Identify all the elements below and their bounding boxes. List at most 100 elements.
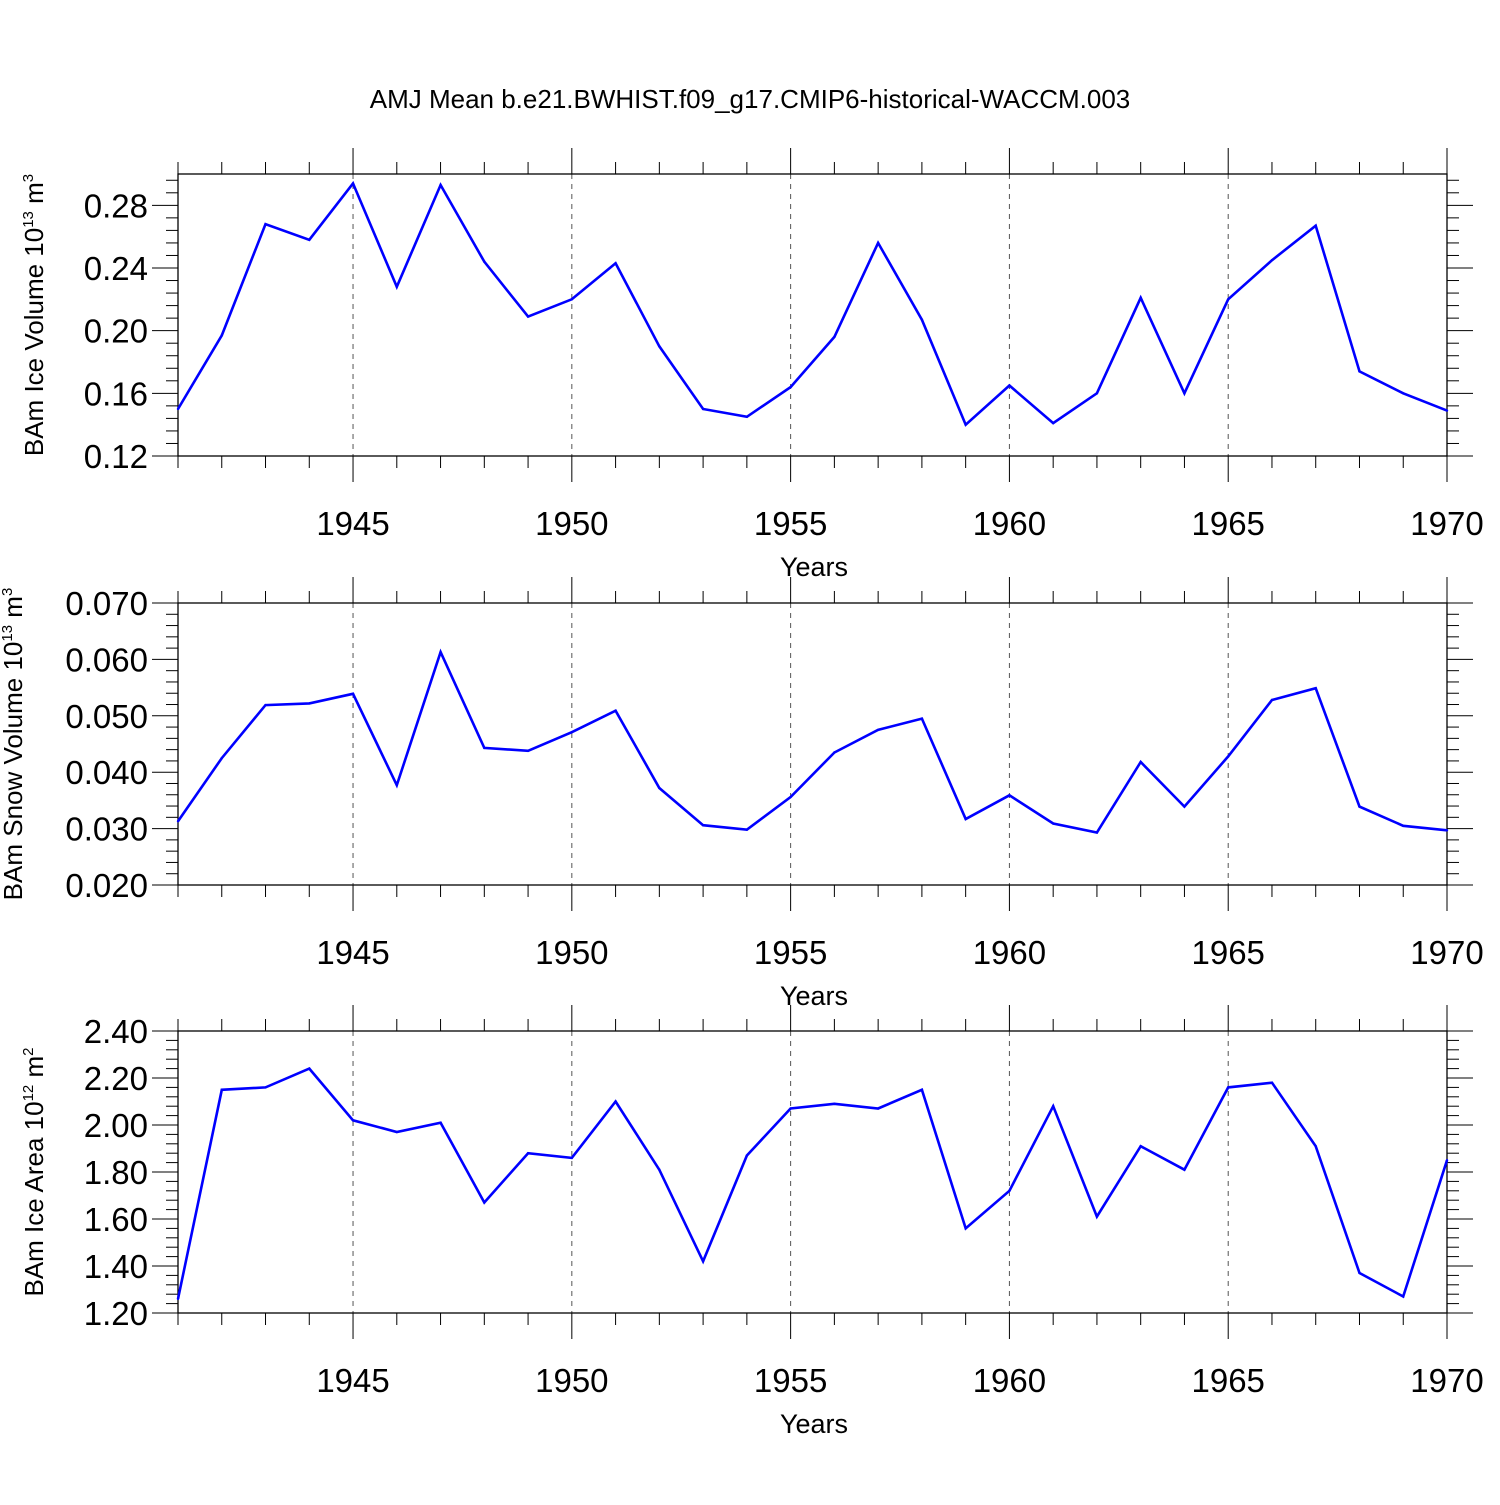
data-point xyxy=(176,1297,180,1301)
data-point xyxy=(264,1086,267,1089)
y-axis-label: BAm Ice Volume 1013 m3 xyxy=(19,174,49,456)
y-tick-label: 0.16 xyxy=(84,375,148,412)
y-tick-label: 0.050 xyxy=(65,698,148,735)
data-point xyxy=(701,824,705,827)
y-tick-label: 1.80 xyxy=(84,1154,148,1191)
data-point xyxy=(789,1107,792,1110)
y-tick-label: 1.20 xyxy=(84,1295,148,1332)
data-point xyxy=(701,1260,705,1263)
x-tick-label: 1960 xyxy=(973,1362,1046,1399)
data-point xyxy=(1270,1081,1274,1084)
data-point xyxy=(176,820,180,823)
data-point xyxy=(308,1067,311,1070)
data-series-line xyxy=(176,180,1448,427)
data-point xyxy=(1008,794,1011,797)
data-point xyxy=(920,1088,924,1091)
x-tick-label: 1955 xyxy=(754,934,827,971)
x-tick-label: 1960 xyxy=(973,505,1046,542)
x-tick-label: 1950 xyxy=(535,505,608,542)
data-point xyxy=(833,335,836,339)
y-tick-label: 2.20 xyxy=(84,1060,148,1097)
data-point xyxy=(351,692,355,696)
data-point xyxy=(964,817,967,821)
data-point xyxy=(1183,1168,1186,1171)
data-point xyxy=(1270,258,1274,262)
x-axis-label: Years xyxy=(780,981,848,1011)
data-point xyxy=(1008,1189,1011,1193)
data-point xyxy=(1227,755,1230,758)
data-point xyxy=(483,746,486,750)
x-tick-label: 1970 xyxy=(1410,505,1483,542)
data-point xyxy=(920,717,924,720)
data-point xyxy=(308,238,311,241)
data-point xyxy=(1445,1159,1449,1162)
data-point xyxy=(395,285,398,288)
data-point xyxy=(483,1201,486,1204)
data-point xyxy=(1008,384,1011,387)
chart-panel-1: 0.12 0.16 0.20 0.24 0.28 1945 1950 1955 1960 1965… xyxy=(19,148,1484,582)
data-point xyxy=(876,241,880,245)
data-point xyxy=(876,728,880,732)
x-tick-label: 1970 xyxy=(1410,934,1483,971)
y-tick-label: 1.40 xyxy=(84,1248,148,1285)
data-point xyxy=(526,749,530,752)
data-point xyxy=(614,709,617,712)
y-tick-label: 0.24 xyxy=(84,250,148,287)
y-tick-label: 0.040 xyxy=(65,754,148,791)
data-point xyxy=(658,1168,661,1171)
data-point xyxy=(220,334,223,337)
y-tick-label: 2.40 xyxy=(84,1013,148,1050)
data-point xyxy=(1227,298,1230,301)
y-tick-label: 0.060 xyxy=(65,641,148,678)
x-tick-label: 1965 xyxy=(1191,934,1264,971)
data-point xyxy=(745,828,749,831)
data-point xyxy=(1314,224,1317,227)
data-point xyxy=(220,1088,223,1091)
data-point xyxy=(308,702,311,705)
data-point xyxy=(1402,1295,1405,1298)
data-point xyxy=(395,1130,398,1134)
data-point xyxy=(264,703,267,707)
data-point xyxy=(1139,296,1142,299)
data-point xyxy=(614,1100,617,1103)
y-tick-label: 0.020 xyxy=(65,867,148,904)
data-point xyxy=(789,795,792,799)
chart-panel-3: 1.20 1.40 1.60 1.80 2.00 2.20 2.40 1945 1950 1955… xyxy=(19,1005,1484,1439)
x-tick-label: 1945 xyxy=(316,934,389,971)
data-point xyxy=(439,650,442,654)
data-point xyxy=(658,345,661,348)
data-point xyxy=(1358,1271,1361,1275)
data-point xyxy=(1358,370,1361,373)
data-point xyxy=(1139,1144,1142,1148)
data-point xyxy=(876,1107,880,1110)
data-point xyxy=(614,262,617,265)
data-point xyxy=(1227,1086,1230,1089)
data-point xyxy=(964,423,967,426)
data-point xyxy=(264,222,267,226)
data-point xyxy=(176,407,180,411)
chart-panel-2: 0.020 0.030 0.040 0.050 0.060 0.070 1945 1950 19… xyxy=(0,577,1484,1011)
data-point xyxy=(570,730,574,734)
data-point xyxy=(220,756,223,760)
x-axis-label: Years xyxy=(780,552,848,582)
data-point xyxy=(1270,698,1274,702)
data-point xyxy=(1095,1215,1099,1218)
data-point xyxy=(526,1152,530,1155)
data-point xyxy=(439,183,442,187)
data-point xyxy=(833,751,836,754)
chart-title: AMJ Mean b.e21.BWHIST.f09_g17.CMIP6-hist… xyxy=(369,84,1131,114)
x-tick-label: 1965 xyxy=(1191,505,1264,542)
data-point xyxy=(1095,831,1099,834)
data-point xyxy=(833,1102,836,1106)
data-point xyxy=(745,1154,749,1157)
x-tick-label: 1955 xyxy=(754,1362,827,1399)
plot-frame xyxy=(177,1030,1448,1314)
x-tick-label: 1955 xyxy=(754,505,827,542)
data-point xyxy=(658,786,661,790)
data-point xyxy=(526,315,530,318)
data-point xyxy=(920,318,924,321)
y-tick-label: 0.28 xyxy=(84,187,148,224)
data-point xyxy=(701,407,705,411)
x-tick-label: 1970 xyxy=(1410,1362,1483,1399)
